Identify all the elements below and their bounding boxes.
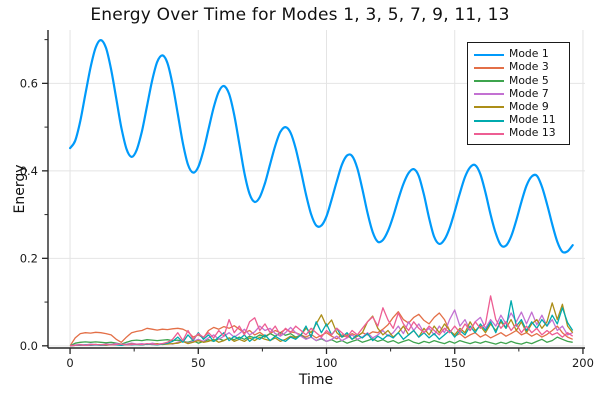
x-tick-label: 150 xyxy=(444,356,466,370)
legend-line-swatch xyxy=(474,53,504,56)
legend-line-swatch xyxy=(474,66,504,69)
legend-item-label: Mode 1 xyxy=(509,47,549,61)
legend-item-label: Mode 3 xyxy=(509,60,549,74)
legend: Mode 1 Mode 3 Mode 5 Mode 7 Mode 9 Mode 11 Mod… xyxy=(467,42,570,146)
y-tick-label: 0.6 xyxy=(20,76,38,90)
series-line-mode-3 xyxy=(69,311,573,347)
legend-line-swatch xyxy=(474,119,504,122)
chart-title: Energy Over Time for Modes 1, 3, 5, 7, 9… xyxy=(90,5,510,25)
x-axis-label: Time xyxy=(298,372,334,388)
series-line-mode-1 xyxy=(69,39,574,254)
legend-item-label: Mode 7 xyxy=(509,86,549,100)
y-tick-label: 0.4 xyxy=(20,164,38,178)
legend-item: Mode 13 xyxy=(474,127,563,140)
legend-item: Mode 7 xyxy=(474,88,563,101)
legend-item: Mode 1 xyxy=(474,48,563,61)
series-line-mode-7 xyxy=(69,309,573,347)
legend-item: Mode 11 xyxy=(474,114,563,127)
legend-item-label: Mode 5 xyxy=(509,73,549,87)
legend-line-swatch xyxy=(474,93,504,96)
y-tick-label: 0.2 xyxy=(20,251,38,265)
legend-item-label: Mode 13 xyxy=(509,126,556,140)
x-tick-label: 100 xyxy=(316,356,338,370)
legend-line-swatch xyxy=(474,106,504,109)
legend-line-swatch xyxy=(474,132,504,135)
legend-item-label: Mode 9 xyxy=(509,99,549,113)
legend-item: Mode 9 xyxy=(474,101,563,114)
y-tick-label: 0.0 xyxy=(20,339,38,353)
x-tick-label: 0 xyxy=(66,356,73,370)
legend-item: Mode 5 xyxy=(474,74,563,87)
series-line-mode-5 xyxy=(69,332,573,347)
series-line-mode-13 xyxy=(70,295,574,347)
legend-item-label: Mode 11 xyxy=(509,113,556,127)
legend-line-swatch xyxy=(474,79,504,82)
x-tick-label: 50 xyxy=(191,356,206,370)
legend-item: Mode 3 xyxy=(474,61,563,74)
x-tick-label: 200 xyxy=(572,356,594,370)
